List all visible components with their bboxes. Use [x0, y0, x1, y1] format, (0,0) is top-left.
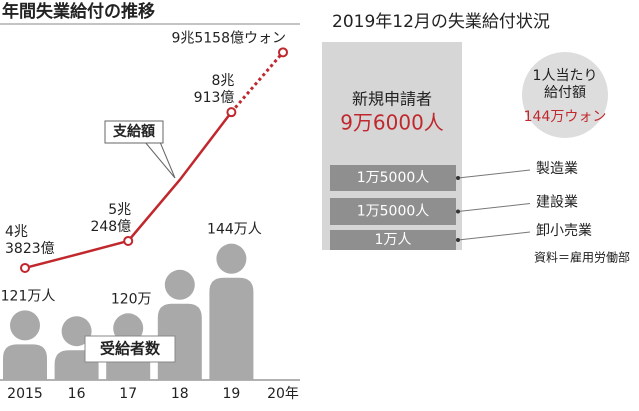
- recipient-icon: [157, 269, 202, 380]
- connector: [457, 203, 531, 212]
- value-label: 8兆 913億: [194, 73, 235, 106]
- connector-dot: [456, 209, 460, 214]
- legend-pointer: [144, 141, 176, 179]
- industry-box: [330, 230, 456, 250]
- marker: [123, 235, 134, 246]
- recipient-icon: [106, 313, 151, 380]
- industry-value: 1万5000人: [357, 170, 430, 186]
- marker: [278, 47, 288, 58]
- legend-label: 支給額: [112, 123, 155, 140]
- per-person-value: 144万ウォン: [524, 109, 607, 125]
- x-tick-label: 17: [119, 386, 137, 402]
- x-tick-label: 19: [222, 386, 240, 402]
- value-label: 9兆5158億ウォン: [171, 30, 286, 46]
- industry-box: [330, 165, 456, 191]
- recipient-icon: [54, 316, 99, 380]
- chart-title: 年間失業給付の推移: [2, 1, 155, 22]
- connector-dot: [456, 176, 460, 180]
- recipient-label: 144万人: [207, 222, 262, 238]
- legend-box: [84, 335, 176, 363]
- recipient-icon: [3, 310, 47, 380]
- recipient-label: 121万人: [1, 288, 56, 304]
- recipient-label: 120万: [111, 291, 152, 307]
- source: 資料＝雇用労働部: [534, 250, 630, 265]
- industry-name: 製造業: [536, 161, 578, 177]
- marker: [20, 262, 30, 273]
- applicants-label: 新規申請者: [352, 90, 432, 109]
- value-label: 5兆 248億: [90, 202, 131, 235]
- x-tick-label: 2015: [7, 386, 43, 402]
- industry-box: [330, 198, 456, 225]
- applicants-value: 9万6000人: [340, 111, 444, 135]
- projected-line: [230, 51, 285, 114]
- industry-value: 1万人: [375, 232, 412, 248]
- connector: [457, 169, 531, 179]
- per-person-label: 1人当たり給付額: [533, 68, 598, 101]
- connector: [457, 231, 531, 241]
- industry-value: 1万5000人: [357, 204, 430, 220]
- marker: [226, 107, 237, 118]
- panel-title: 2019年12月の失業給付状況: [332, 12, 550, 32]
- x-tick-label: 20年: [267, 386, 299, 402]
- value-label: 4兆 3823億: [5, 224, 55, 257]
- connector-dot: [456, 238, 460, 242]
- recipient-icon: [209, 243, 254, 380]
- legend-label: 受給者数: [100, 340, 161, 358]
- industry-name: 卸小売業: [536, 223, 592, 239]
- x-tick-label: 18: [171, 386, 189, 402]
- x-tick-label: 16: [68, 386, 86, 402]
- industry-name: 建設業: [536, 195, 578, 211]
- legend-box: [104, 120, 164, 144]
- per-person-circle: [522, 52, 608, 138]
